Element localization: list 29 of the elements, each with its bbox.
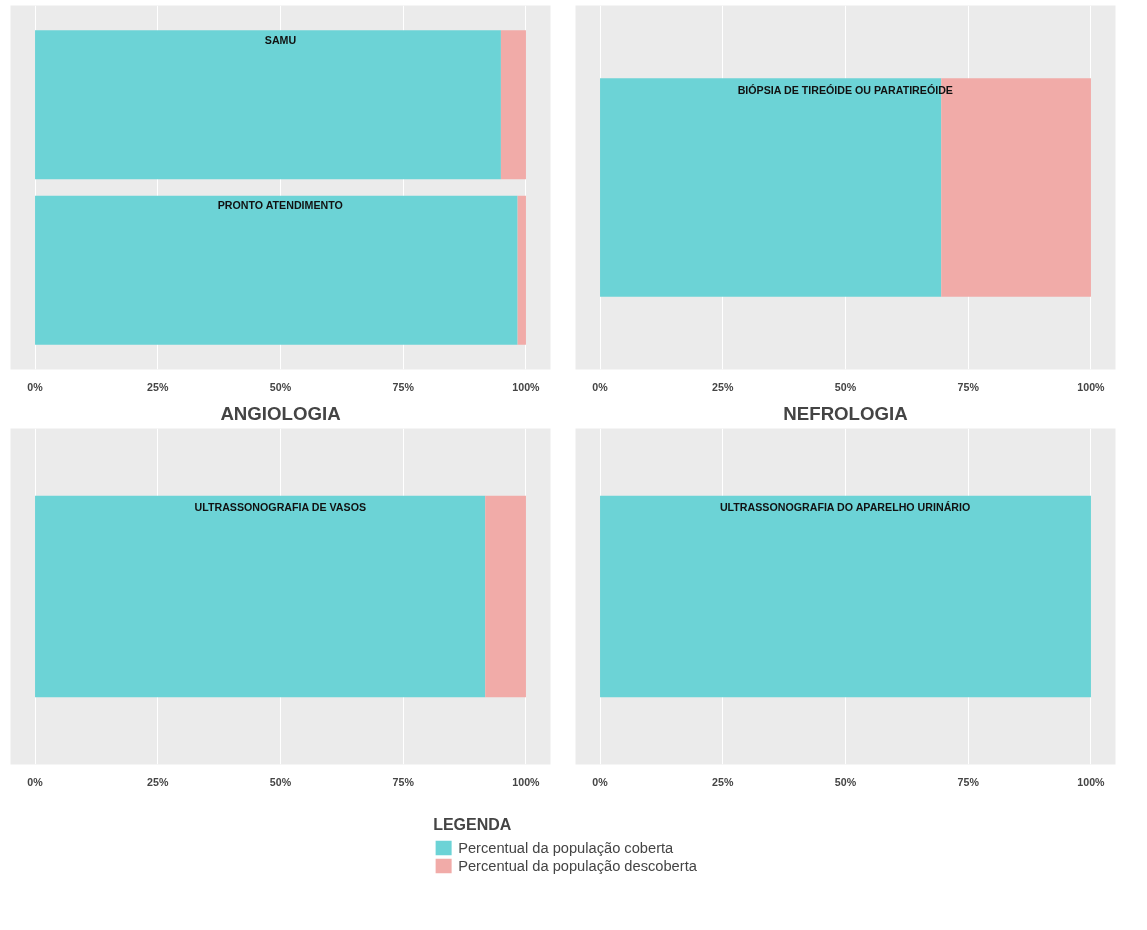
x-tick-label: 25% — [712, 775, 734, 788]
x-tick-label: 100% — [1077, 380, 1106, 393]
x-tick-label: 50% — [834, 775, 857, 788]
legend-label: Percentual da população descoberta — [458, 856, 697, 875]
y-tick-label: SAMU — [264, 33, 297, 46]
legend-label: Percentual da população coberta — [458, 838, 674, 857]
x-tick-label: 100% — [512, 775, 541, 788]
legend-title: LEGENDA — [433, 815, 513, 834]
x-tick-label: 50% — [269, 380, 292, 393]
y-tick-label: ULTRASSONOGRAFIA DE VASOS — [194, 501, 367, 514]
x-tick-label: 0% — [592, 380, 609, 393]
x-tick-label: 0% — [592, 775, 609, 788]
x-tick-label: 25% — [147, 380, 169, 393]
x-tick-label: 0% — [27, 775, 44, 788]
x-tick-label: 50% — [269, 775, 292, 788]
x-tick-label: 25% — [147, 775, 169, 788]
y-tick-label: PRONTO ATENDIMENTO — [217, 199, 343, 212]
x-tick-label: 75% — [392, 380, 415, 393]
chart-title: ANGIOLOGIA — [220, 402, 341, 424]
x-tick-label: 0% — [27, 380, 44, 393]
x-tick-label: 25% — [712, 380, 734, 393]
x-tick-label: 75% — [392, 775, 415, 788]
x-tick-label: 100% — [512, 380, 541, 393]
x-tick-label: 50% — [834, 380, 857, 393]
chart-title: NEFROLOGIA — [783, 402, 908, 424]
x-tick-label: 75% — [957, 775, 980, 788]
x-tick-label: 75% — [957, 380, 980, 393]
y-tick-label: ULTRASSONOGRAFIA DO APARELHO URINÁRIO — [719, 501, 971, 514]
x-tick-label: 100% — [1077, 775, 1106, 788]
